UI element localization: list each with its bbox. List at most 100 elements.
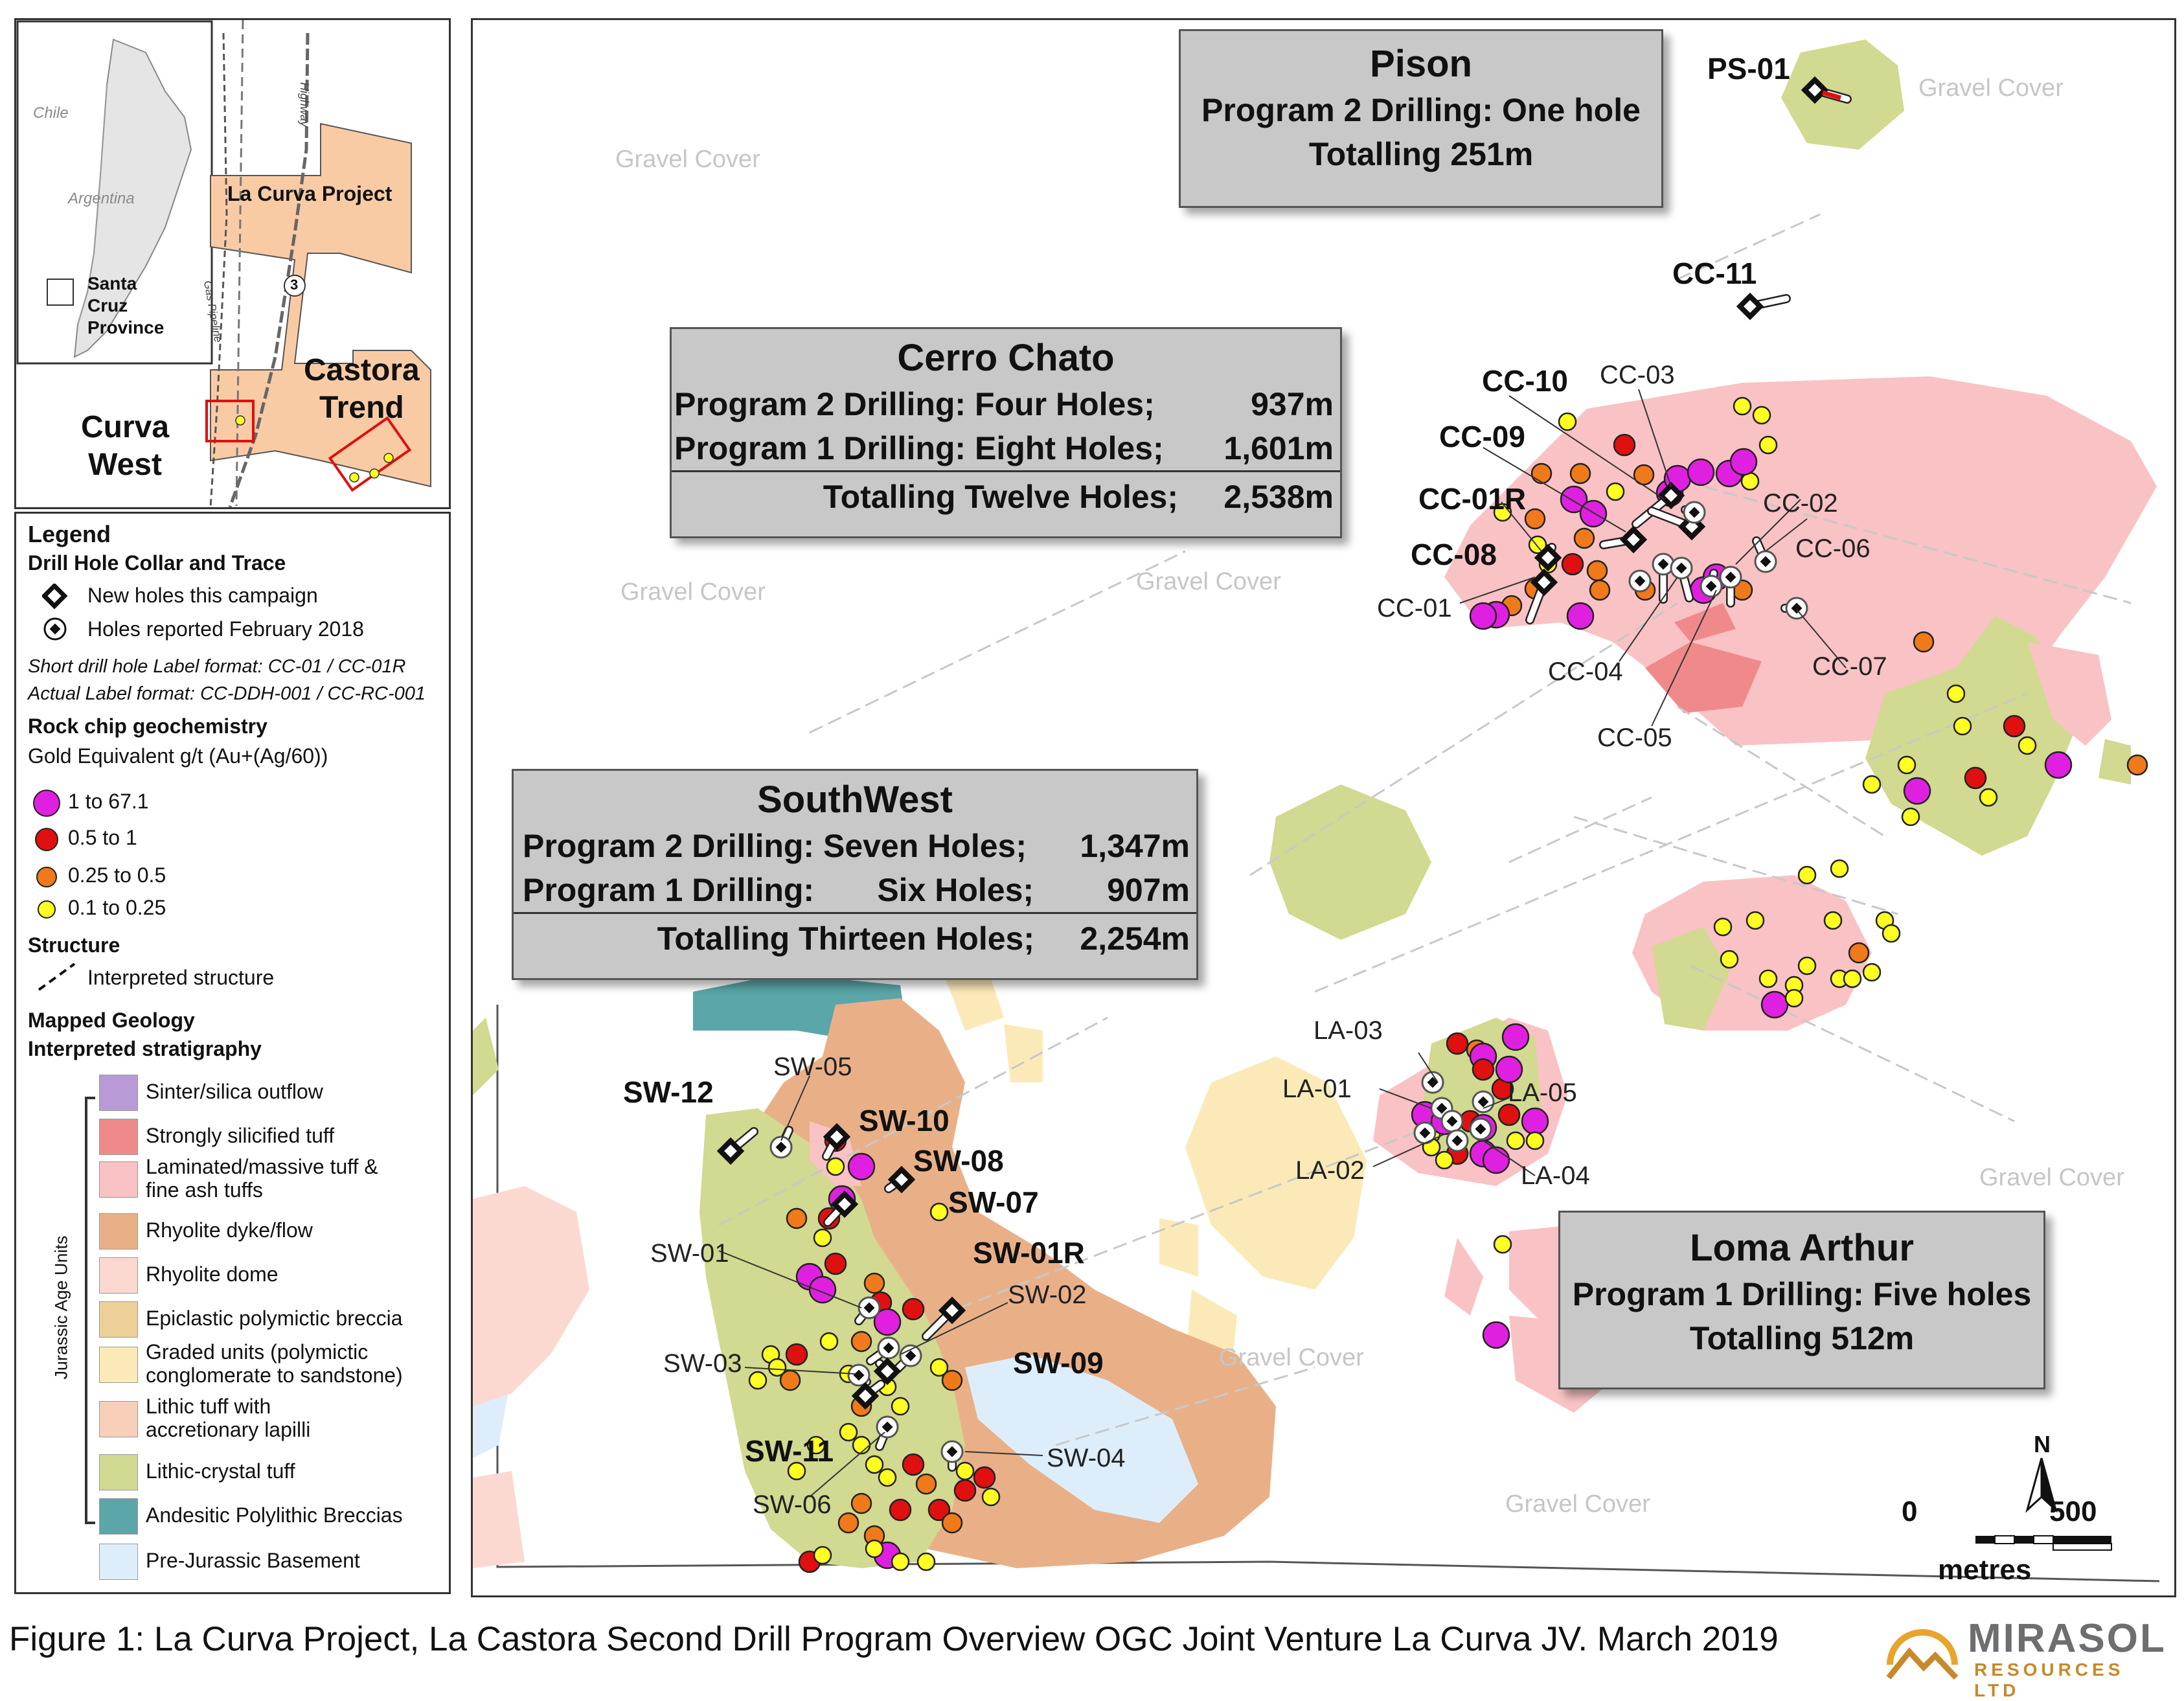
rock-chip-sample xyxy=(1589,579,1611,601)
rock-chip-sample xyxy=(941,1512,963,1534)
hole-label-la-04: LA-04 xyxy=(1521,1161,1590,1190)
rock-chip-sample xyxy=(889,1498,912,1522)
gravel-cover-label: Gravel Cover xyxy=(1918,74,2064,102)
reported-drill-hole xyxy=(1681,501,1706,524)
label-leader-line xyxy=(718,1250,862,1308)
logo-subtitle: RESOURCES LTD xyxy=(1974,1660,2124,1700)
gravel-cover-label: Gravel Cover xyxy=(615,146,760,173)
label-leader-line xyxy=(1765,518,1808,552)
reported-drill-hole xyxy=(893,1344,922,1373)
southwest-row-2: Program 1 Drilling: Six Holes; 907m xyxy=(514,868,1196,914)
reported-drill-hole xyxy=(1469,1117,1492,1141)
rock-chip-sample xyxy=(1843,969,1862,988)
rock-chip-sample xyxy=(813,1546,832,1565)
rock-chip-sample xyxy=(850,1492,872,1514)
legend-structure-title: Structure xyxy=(28,933,120,957)
rock-chip-sample xyxy=(1797,956,1817,976)
new-drill-hole xyxy=(822,1123,851,1161)
drill-and-sample-marks xyxy=(716,76,2148,1573)
rock-chip-sample xyxy=(891,1552,910,1571)
southwest-info-box: SouthWest Program 2 Drilling: Seven Hole… xyxy=(512,769,1198,980)
grade-label: 1 to 67.1 xyxy=(68,790,149,813)
structure-line-icon xyxy=(38,963,76,991)
label-leader-line xyxy=(1619,577,1678,662)
rock-chip-sample xyxy=(927,1498,951,1522)
rock-chip-sample xyxy=(1472,1058,1495,1081)
rock-chip-sample xyxy=(1558,412,1577,431)
rock-chip-sample xyxy=(768,1358,787,1377)
rock-chip-sample xyxy=(1897,755,1917,775)
cerro-chato-info-box: Cerro Chato Program 2 Drilling: Four Hol… xyxy=(670,327,1342,538)
new-drill-hole xyxy=(922,1296,966,1341)
grade-symbol-icon xyxy=(36,867,57,887)
southwest-row-1: Program 2 Drilling: Seven Holes; 1,347m xyxy=(523,828,1190,864)
hole-label-sw-08: SW-08 xyxy=(913,1144,1004,1178)
hole-label-la-01: LA-01 xyxy=(1282,1075,1352,1103)
main-geology-map: Gravel Cover Gravel Cover Gravel Cover G… xyxy=(471,18,2176,1597)
rock-chip-sample xyxy=(819,1332,839,1351)
jurassic-bracket-top xyxy=(85,1097,95,1099)
pison-info-box: Pison Program 2 Drilling: One hole Total… xyxy=(1179,29,1663,208)
geology-unit-label: Strongly silicified tuff xyxy=(146,1124,335,1147)
rock-chip-sample xyxy=(865,1455,884,1474)
figure-caption: Figure 1: La Curva Project, La Castora S… xyxy=(9,1620,1779,1658)
geology-unit-label: Lithic-crystal tuff xyxy=(146,1459,295,1483)
pison-title: Pison xyxy=(1370,43,1472,85)
geology-unit-label: Sinter/silica outflow xyxy=(146,1080,323,1103)
inset-label-curva-west: Curva West xyxy=(81,410,170,482)
jurassic-bracket-line xyxy=(85,1097,87,1524)
label-leader-line xyxy=(1459,577,1536,604)
label-leader-line xyxy=(900,1302,1008,1355)
grade-symbol-icon xyxy=(38,900,56,919)
geology-swatch xyxy=(99,1347,138,1383)
geology-swatch xyxy=(99,1257,138,1294)
rock-chip-sample xyxy=(1482,1146,1510,1174)
label-leader-line xyxy=(1638,389,1672,487)
grade-label: 0.1 to 0.25 xyxy=(68,896,166,919)
rock-chip-sample xyxy=(1497,1103,1521,1126)
rock-chip-sample xyxy=(1482,1321,1510,1349)
new-drill-hole xyxy=(1599,525,1648,554)
label-leader-line xyxy=(1501,501,1542,552)
label-leader-line xyxy=(1483,1097,1510,1109)
geology-swatch xyxy=(99,1544,138,1580)
reported-drill-hole xyxy=(1719,565,1742,608)
geology-swatch xyxy=(99,1454,138,1490)
label-leader-line xyxy=(1735,499,1801,565)
grade-symbol-icon xyxy=(33,790,60,817)
rock-chip-sample xyxy=(1613,433,1636,457)
hole-label-sw-04: SW-04 xyxy=(1047,1444,1126,1472)
new-drill-hole xyxy=(1534,543,1562,572)
new-drill-hole xyxy=(851,1380,885,1410)
rock-chip-sample xyxy=(1525,1131,1545,1150)
label-leader-line xyxy=(780,1075,810,1141)
hole-label-cc-02: CC-02 xyxy=(1763,489,1838,518)
hole-label-cc-01r: CC-01R xyxy=(1418,482,1527,516)
reported-drill-hole xyxy=(1752,536,1777,573)
legend-title: Legend xyxy=(28,521,111,547)
hole-label-cc-06: CC-06 xyxy=(1795,534,1871,563)
label-leader-line xyxy=(1483,447,1626,532)
rock-chip-sample xyxy=(1573,527,1595,549)
rock-chip-sample xyxy=(1848,942,1870,964)
hole-label-cc-11: CC-11 xyxy=(1672,257,1757,290)
rock-chip-sample xyxy=(1746,911,1765,930)
rock-chip-sample xyxy=(1946,684,1966,703)
jurassic-bracket-bottom xyxy=(85,1522,95,1524)
rock-chip-sample xyxy=(808,1275,837,1304)
new-hole-symbol-icon xyxy=(42,584,68,610)
drill-trace-highlight xyxy=(1822,90,1841,100)
hole-label-la-03: LA-03 xyxy=(1314,1016,1383,1045)
rock-chip-sample xyxy=(1579,499,1608,528)
geology-swatch xyxy=(99,1213,138,1250)
hole-label-la-05: LA-05 xyxy=(1508,1079,1577,1107)
location-inset-map: Chile Argentina Santa Cruz Province La C… xyxy=(14,18,451,509)
legend-geology-title: Mapped Geology xyxy=(28,1009,195,1032)
gravel-cover-label: Gravel Cover xyxy=(1979,1164,2124,1191)
reported-drill-hole xyxy=(854,1296,881,1325)
rock-chip-sample xyxy=(1530,462,1553,485)
rock-chip-sample xyxy=(852,1435,871,1455)
gravel-cover-label: Gravel Cover xyxy=(1136,568,1281,595)
reported-drill-hole xyxy=(1628,569,1652,593)
rock-chip-sample xyxy=(955,1461,975,1481)
